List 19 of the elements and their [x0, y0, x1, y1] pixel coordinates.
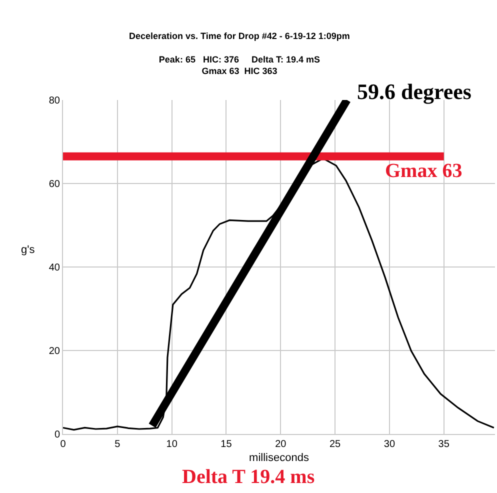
chart-subtitle: Peak: 65 HIC: 376 Delta T: 19.4 mS Gmax 63 HIC 363 — [158, 54, 320, 76]
x-tick-label: 35 — [438, 439, 450, 450]
y-tick-label: 0 — [54, 430, 60, 440]
y-tick-label: 20 — [48, 346, 60, 357]
annotation: 59.6 degrees — [357, 79, 472, 104]
x-tick-label: 25 — [329, 439, 342, 450]
x-tick-label: 15 — [220, 439, 232, 450]
x-tick-label: 30 — [384, 439, 396, 450]
text: Delta T 19.4 ms — [182, 466, 315, 488]
y-tick-label: 40 — [48, 262, 60, 274]
chart-title: Deceleration vs. Time for Drop #42 - 6-19-12 1:09pm — [129, 31, 350, 41]
y-axis-title: g's — [21, 244, 36, 256]
y-tick-label: 80 — [48, 96, 60, 106]
x-axis-title: milliseconds — [249, 452, 310, 464]
y-tick-label: 60 — [48, 179, 60, 190]
annotation: Gmax 63 — [385, 160, 462, 182]
x-tick-label: 20 — [275, 439, 287, 450]
x-tick-label: 5 — [114, 439, 121, 450]
x-tick-label: 10 — [166, 439, 178, 450]
